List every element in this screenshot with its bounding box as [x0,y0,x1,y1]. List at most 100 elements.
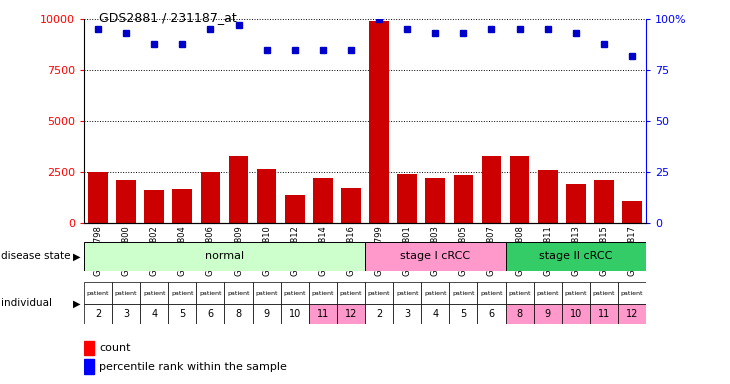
Bar [145,190,164,223]
Bar [393,304,421,324]
Bar [309,304,337,324]
Text: disease state: disease state [1,251,71,262]
Text: ▶: ▶ [73,251,80,262]
Bar [449,282,477,304]
Text: 12: 12 [626,310,638,319]
Bar [168,282,196,304]
Text: patient: patient [199,291,222,296]
Bar [88,172,108,223]
Text: patient: patient [171,291,193,296]
Bar [449,304,477,324]
Bar [590,304,618,324]
Bar [84,242,365,271]
Text: count: count [99,343,131,353]
Text: patient: patient [368,291,391,296]
Text: patient: patient [452,291,474,296]
Bar [510,156,529,223]
Text: 6: 6 [488,310,494,319]
Bar [84,341,93,355]
Bar [505,304,534,324]
Bar [313,178,333,223]
Text: patient: patient [339,291,362,296]
Text: patient: patient [564,291,587,296]
Bar [280,304,309,324]
Bar [534,304,562,324]
Text: patient: patient [283,291,306,296]
Text: 9: 9 [264,310,269,319]
Bar [538,170,558,223]
Text: percentile rank within the sample: percentile rank within the sample [99,362,288,372]
Bar [505,282,534,304]
Bar [505,242,646,271]
Bar [140,282,168,304]
Text: 4: 4 [432,310,438,319]
Bar [393,282,421,304]
Bar [253,282,280,304]
Text: 2: 2 [376,310,383,319]
Text: 3: 3 [404,310,410,319]
Bar [618,282,646,304]
Bar [224,304,253,324]
Text: patient: patient [480,291,503,296]
Text: stage I cRCC: stage I cRCC [400,251,470,262]
Text: GDS2881 / 231187_at: GDS2881 / 231187_at [99,12,237,25]
Bar [309,282,337,304]
Text: normal: normal [205,251,244,262]
Text: 11: 11 [598,310,610,319]
Bar [257,169,277,223]
Text: 10: 10 [569,310,582,319]
Text: individual: individual [1,298,53,308]
Bar [140,304,168,324]
Bar [280,282,309,304]
Bar [421,282,450,304]
Bar [168,304,196,324]
Text: 2: 2 [95,310,101,319]
Bar [562,282,590,304]
Bar [112,282,140,304]
Text: 5: 5 [460,310,466,319]
Text: 11: 11 [317,310,329,319]
Text: 6: 6 [207,310,213,319]
Bar [618,304,646,324]
Bar [365,304,393,324]
Text: 10: 10 [288,310,301,319]
Bar [112,304,140,324]
Text: 8: 8 [236,310,242,319]
Bar [365,282,393,304]
Text: patient: patient [115,291,137,296]
Bar [622,201,642,223]
Text: 5: 5 [179,310,185,319]
Bar [534,282,562,304]
Text: patient: patient [143,291,166,296]
Text: patient: patient [424,291,447,296]
Text: 3: 3 [123,310,129,319]
Bar [566,184,585,223]
Text: 4: 4 [151,310,157,319]
Bar [477,304,505,324]
Bar [453,175,473,223]
Bar [482,156,502,223]
Bar [172,189,192,223]
Bar [285,195,304,223]
Bar [477,282,505,304]
Text: patient: patient [396,291,418,296]
Bar [365,242,505,271]
Bar [397,174,417,223]
Bar [426,178,445,223]
Bar [228,156,248,223]
Bar [84,304,112,324]
Text: patient: patient [227,291,250,296]
Bar [421,304,450,324]
Text: stage II cRCC: stage II cRCC [539,251,612,262]
Bar [196,282,225,304]
Text: ▶: ▶ [73,298,80,308]
Bar [590,282,618,304]
Text: patient: patient [312,291,334,296]
Text: 8: 8 [517,310,523,319]
Bar [84,282,112,304]
Bar [341,188,361,223]
Bar [201,172,220,223]
Bar [562,304,590,324]
Text: 12: 12 [345,310,357,319]
Bar [253,304,280,324]
